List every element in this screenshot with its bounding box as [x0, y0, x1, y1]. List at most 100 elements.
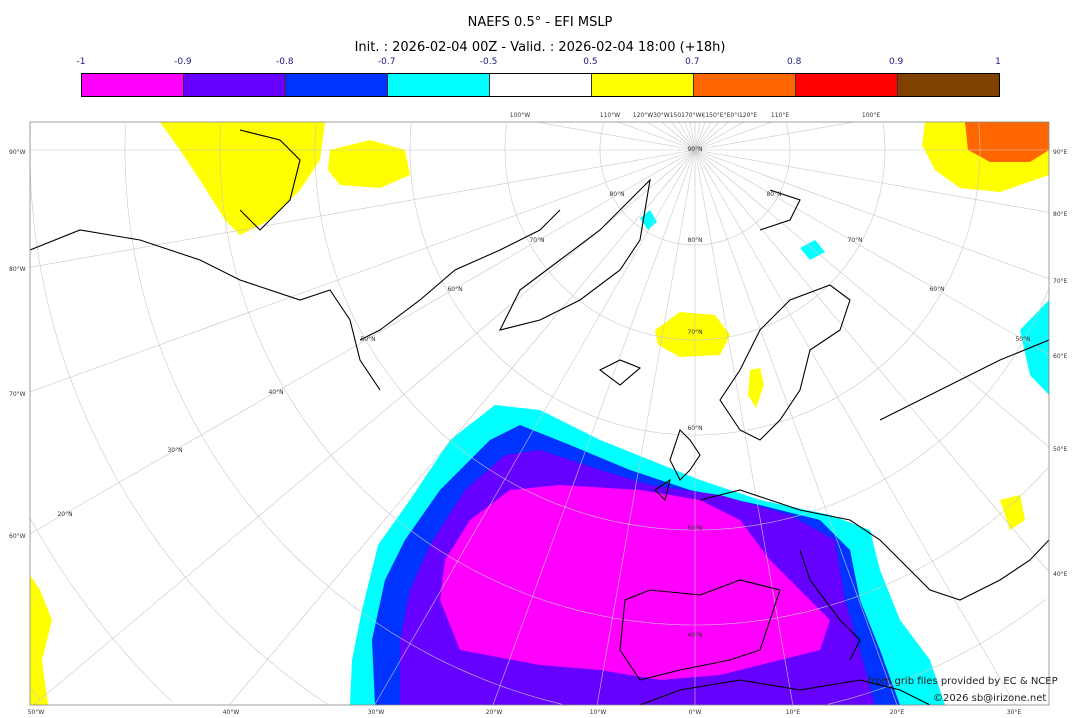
meridian-line	[694, 149, 1016, 705]
graticule-label: 20°E	[890, 709, 905, 716]
parallel-line	[219, 125, 695, 626]
meridian-line	[694, 149, 1049, 280]
graticule-label: 40°E	[1053, 571, 1068, 578]
graticule-label: 60°E	[1053, 353, 1068, 360]
graticule-label: 50°N	[360, 336, 375, 343]
meridian-line	[694, 122, 712, 151]
efi-region-yellow	[1000, 495, 1025, 530]
efi-region-orange	[965, 122, 1049, 162]
meridian-line	[694, 149, 794, 705]
colorbar-swatch	[489, 74, 591, 96]
efi-region-cyan	[1020, 300, 1049, 395]
colorbar-swatch	[183, 74, 285, 96]
meridian-line	[617, 122, 696, 151]
colorbar-swatch	[591, 74, 693, 96]
parallel-line	[695, 122, 791, 246]
efi-region-cyan	[800, 240, 825, 260]
colorbar-swatch	[795, 74, 897, 96]
colorbar-tick-label: -0.9	[174, 57, 192, 67]
graticule-label: 90°E	[1053, 149, 1068, 156]
graticule-label: 100°W	[510, 112, 530, 119]
graticule-label: 70°N	[529, 237, 544, 244]
graticule-label: 0°W	[689, 709, 702, 716]
graticule-label: 80°N	[609, 191, 624, 198]
efi-region-yellow	[30, 575, 52, 705]
graticule-label: 30°E	[1007, 709, 1022, 716]
graticule-label: 50°E	[1053, 446, 1068, 453]
meridian-line	[694, 149, 1049, 213]
meridian-line	[694, 122, 719, 151]
meridian-line	[694, 149, 1049, 448]
parallel-line	[504, 123, 695, 341]
meridian-line	[30, 149, 696, 268]
colorbar-swatch	[387, 74, 489, 96]
parallel-line	[695, 122, 981, 436]
graticule	[30, 122, 1049, 705]
parallel-line	[30, 687, 41, 700]
efi-region-yellow	[328, 140, 410, 188]
graticule-label: 80°N	[766, 191, 781, 198]
graticule-label: 60°N	[929, 286, 944, 293]
map-frame	[29, 121, 1050, 706]
copyright-credit: ©2026 sb@irizone.net	[933, 693, 1047, 704]
colorbar-tick-label: 0.7	[685, 57, 700, 67]
graticule-label: 40°N	[687, 632, 702, 639]
graticule-label: 70°N	[687, 329, 702, 336]
meridian-line	[536, 122, 696, 151]
parallel-line	[695, 123, 886, 341]
parallel-line	[828, 598, 1047, 705]
meridian-line	[374, 149, 696, 705]
meridian-line	[661, 122, 696, 151]
graticule-label: 40°N	[268, 389, 283, 396]
meridian-line	[678, 122, 696, 151]
data-source-credit: from grib files provided by EC & NCEP	[868, 676, 1058, 687]
graticule-label: 50°W	[28, 709, 45, 716]
meridian-line	[689, 122, 696, 151]
meridian-line	[694, 122, 854, 151]
meridian-line	[684, 122, 696, 151]
meridian-line	[694, 122, 773, 151]
graticule-label: 70°E	[1053, 278, 1068, 285]
map-title: NAEFS 0.5° - EFI MSLP	[467, 15, 613, 30]
graticule-label: 70°W	[9, 391, 26, 398]
meridian-line	[33, 149, 696, 705]
parallel-line	[30, 518, 173, 702]
graticule-label: 20°N	[57, 511, 72, 518]
graticule-label: 60°N	[447, 286, 462, 293]
map-subtitle: Init. : 2026-02-04 00Z - Valid. : 2026-0…	[354, 40, 726, 55]
parallel-line	[30, 126, 329, 705]
meridian-line	[492, 149, 696, 705]
meridian-line	[694, 122, 701, 151]
efi-region-yellow	[748, 368, 764, 408]
meridian-line	[30, 149, 696, 393]
graticule-label: 10°W	[590, 709, 607, 716]
graticule-label: 10°E	[786, 709, 801, 716]
colorbar-tick-label: -0.7	[377, 57, 396, 67]
colorbar-tick-label: -0.8	[275, 57, 294, 67]
parallel-line	[695, 289, 1049, 531]
graticule-label: 60°W	[9, 533, 26, 540]
colorbar-tick-label: 1	[995, 57, 1001, 67]
graticule-label: 110°W	[600, 112, 620, 119]
graticule-label: 110°E	[771, 112, 789, 119]
efi-region-yellow	[655, 312, 730, 357]
colorbar-swatch	[82, 74, 183, 96]
parallel-line	[695, 467, 1049, 626]
parallel-line	[314, 123, 695, 531]
graticule-label: 20°W	[486, 709, 503, 716]
graticule-label: 30°W	[368, 709, 385, 716]
colorbar-tick-label: -0.5	[479, 57, 498, 67]
meridian-line	[229, 149, 696, 705]
graticule-label: 100°E	[862, 112, 880, 119]
colorbar-tick-label: 0.9	[888, 57, 904, 67]
graticule-label: 40°W	[223, 709, 240, 716]
graticule-label: 30°N	[167, 447, 182, 454]
colorbar-tick-label: 0.8	[787, 57, 802, 67]
meridian-line	[596, 149, 696, 705]
graticule-label: 80°E	[1053, 211, 1068, 218]
colorbar-swatch	[693, 74, 795, 96]
graticule-label: 80°N	[687, 237, 702, 244]
graticule-label: 90°W	[9, 149, 26, 156]
